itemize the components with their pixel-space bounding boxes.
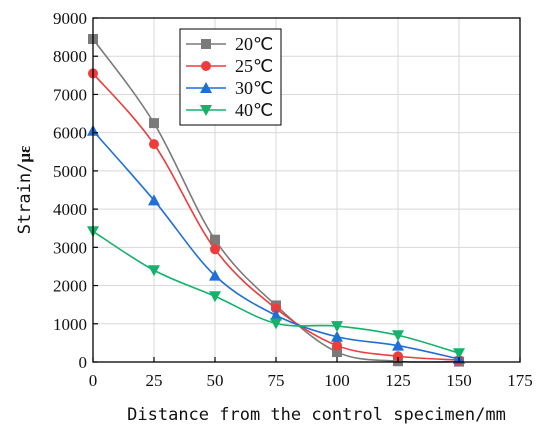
data-point [393,351,403,362]
series-2 [87,124,465,364]
x-tick-label: 100 [324,371,350,390]
x-tick-label: 0 [89,371,98,390]
x-tick-label: 175 [507,371,533,390]
plot-frame [92,17,521,363]
data-point [149,139,159,150]
y-axis-title: Strain/με [15,146,35,235]
x-tick-label: 75 [268,371,285,390]
legend-box [179,28,282,126]
data-point [270,318,282,330]
legend-marker [200,105,212,116]
data-point [332,347,342,358]
legend-label: 25℃ [235,56,273,76]
y-tick-label: 8000 [53,47,87,66]
legend-label: 40℃ [235,100,273,120]
x-axis-title: Distance from the control specimen/mm [127,405,506,425]
data-point [453,348,465,360]
legend-marker [201,39,211,49]
x-tick-labels: 0 25 50 75 100 125 150 175 [89,371,533,390]
data-point [271,303,281,314]
x-tick-label: 25 [146,371,163,390]
axes [92,17,521,363]
x-tick-label: 125 [385,371,411,390]
y-axis-title-prefix: Strain/ [15,163,35,235]
legend-marker [200,82,212,93]
y-tick-label: 6000 [53,124,87,143]
data-point [148,265,160,277]
data-point [209,291,221,303]
y-tick-label: 2000 [53,277,87,296]
data-point [392,339,404,351]
y-axis-title-unit: με [15,146,34,163]
data-point [331,330,343,342]
data-point [392,330,404,342]
legend-label: 20℃ [235,34,273,54]
y-tick-label: 4000 [53,200,87,219]
data-point [331,321,343,333]
legend: 20℃25℃30℃40℃ [179,28,282,126]
data-point [210,244,220,255]
y-tick-label: 3000 [53,238,87,257]
x-tick-label: 150 [446,371,472,390]
legend-marker [201,61,211,71]
data-point [209,269,221,281]
data-point [210,234,220,245]
x-tick-label: 50 [207,371,224,390]
y-tick-label: 9000 [53,9,87,28]
series-layer [87,34,465,367]
y-tick-label: 5000 [53,162,87,181]
y-tick-label: 0 [79,353,88,372]
y-tick-label: 7000 [53,85,87,104]
data-point [148,194,160,206]
y-tick-labels: 0 1000 2000 3000 4000 5000 6000 7000 8000 9000 [53,9,87,372]
data-point [149,118,159,129]
legend-label: 30℃ [235,78,273,98]
data-point [270,309,282,321]
data-point [332,340,342,351]
grid [93,18,520,362]
y-tick-label: 1000 [53,315,87,334]
